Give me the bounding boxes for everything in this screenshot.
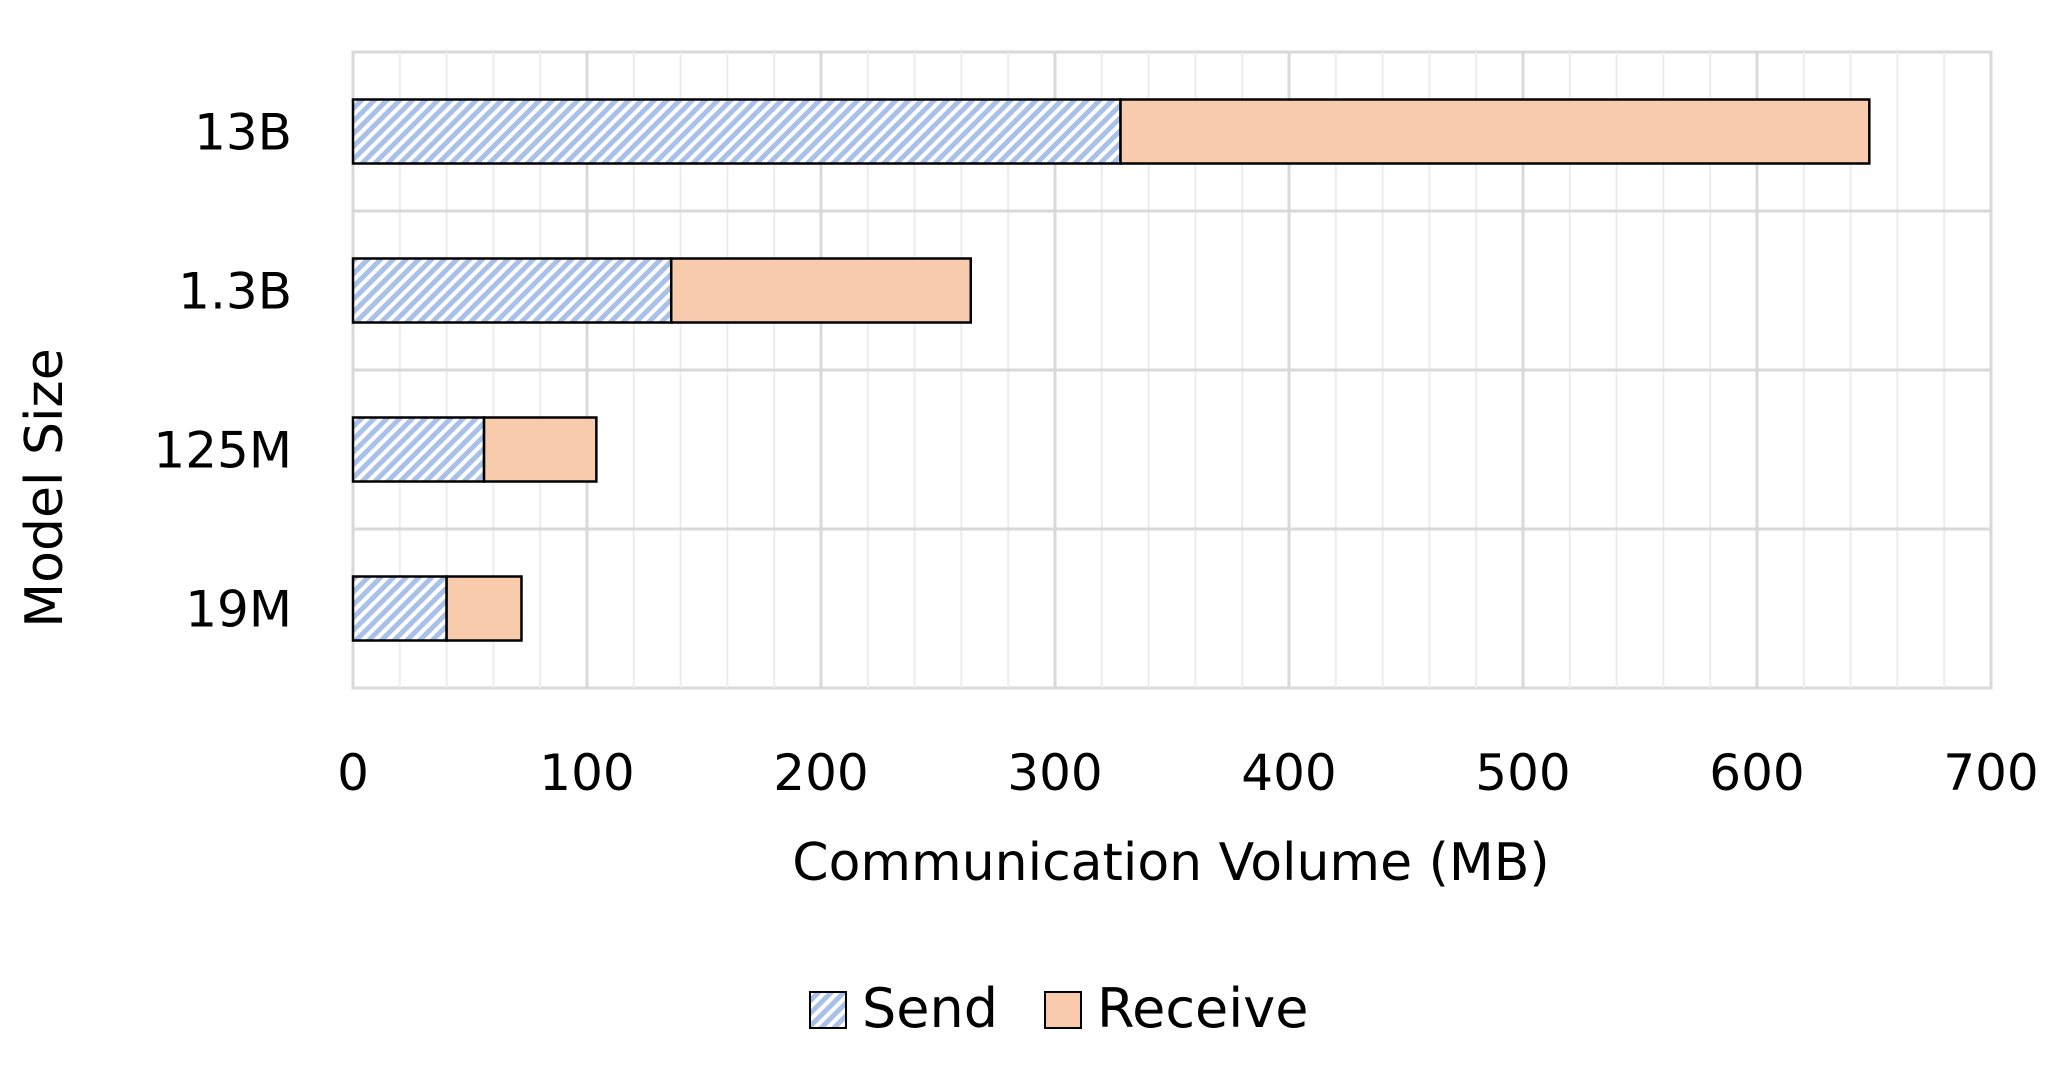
- y-tick-label: 125M: [153, 422, 292, 480]
- legend-swatch-send: [809, 991, 847, 1029]
- x-axis-title: Communication Volume (MB): [792, 833, 1549, 893]
- bars: [351, 98, 1871, 642]
- legend-label-send: Send: [862, 977, 998, 1040]
- x-axis-tick-labels: 0 100 200 300 400 500 600 700: [337, 744, 2039, 802]
- x-tick-label: 300: [1007, 744, 1102, 802]
- bar-send-19m: [351, 575, 448, 642]
- bar-receive-13b: [1119, 98, 1871, 165]
- x-tick-label: 0: [337, 744, 369, 802]
- x-tick-label: 600: [1709, 744, 1804, 802]
- legend-swatch-receive: [1044, 991, 1082, 1029]
- y-tick-label: 19M: [185, 581, 292, 639]
- x-tick-label: 700: [1943, 744, 2038, 802]
- bar-send-125m: [351, 416, 486, 483]
- y-tick-label: 13B: [194, 104, 292, 162]
- bar-send-13b: [351, 98, 1122, 165]
- legend-item-receive: Receive: [1044, 977, 1308, 1040]
- y-axis-tick-labels: 19M 125M 1.3B 13B: [153, 104, 292, 639]
- bar-receive-19m: [445, 575, 523, 642]
- x-tick-label: 400: [1241, 744, 1336, 802]
- legend: Send Receive: [809, 977, 1308, 1040]
- legend-label-receive: Receive: [1097, 977, 1308, 1040]
- bar-receive-125m: [482, 416, 598, 483]
- x-tick-label: 100: [539, 744, 634, 802]
- legend-item-send: Send: [809, 977, 998, 1040]
- y-tick-label: 1.3B: [178, 263, 292, 321]
- x-tick-label: 200: [773, 744, 868, 802]
- bar-receive-1.3b: [669, 257, 973, 324]
- bar-send-1.3b: [351, 257, 673, 324]
- y-axis-title: Model Size: [15, 348, 75, 627]
- x-tick-label: 500: [1475, 744, 1570, 802]
